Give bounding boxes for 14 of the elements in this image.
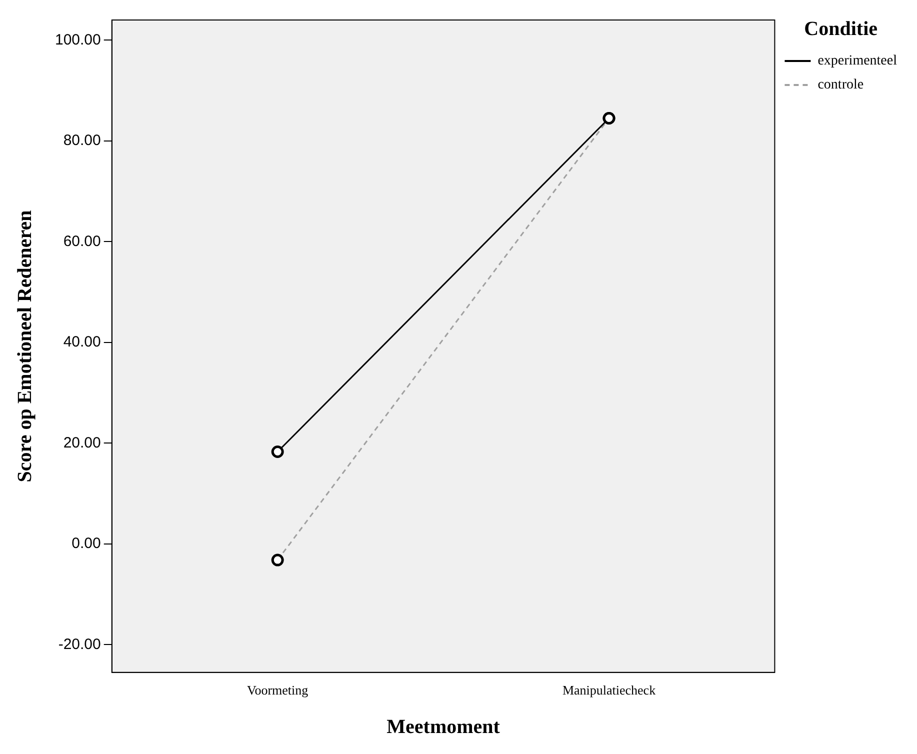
legend-label: controle xyxy=(818,78,864,93)
y-tick-label: 40.00 xyxy=(63,334,101,351)
x-tick-label: Voormeting xyxy=(247,682,309,698)
legend-label: experimenteel xyxy=(818,54,898,69)
y-tick-label: 80.00 xyxy=(63,132,101,150)
x-axis-title: Meetmoment xyxy=(386,716,500,738)
y-tick-label: 60.00 xyxy=(63,232,101,250)
legend-title: Conditie xyxy=(804,18,878,40)
x-tick-label: Manipulatiecheck xyxy=(562,682,656,698)
y-tick-label: 100.00 xyxy=(54,31,101,48)
y-axis-title: Score op Emotioneel Redeneren xyxy=(14,210,36,482)
y-tick-label: 20.00 xyxy=(63,434,101,452)
y-tick-label: 0.00 xyxy=(72,535,101,552)
y-tick-label: -20.00 xyxy=(58,636,101,653)
